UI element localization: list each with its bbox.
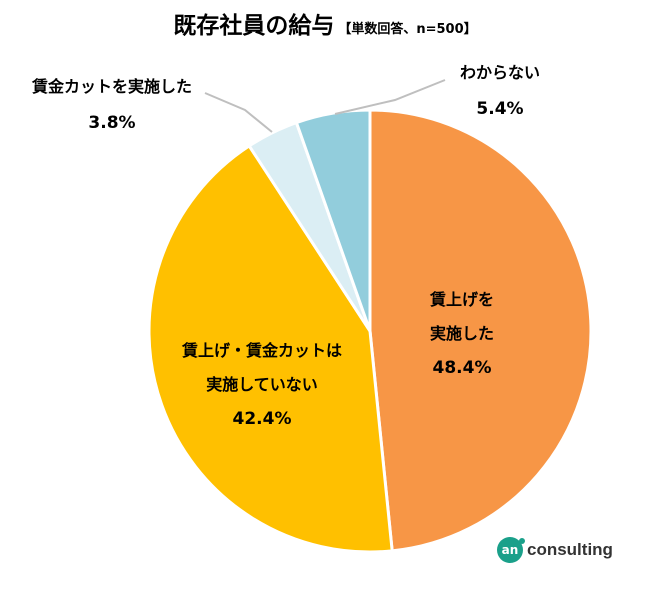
chart-title: 既存社員の給与 — [173, 13, 335, 39]
logo-text: consulting — [527, 540, 613, 559]
slice-label-1-line-1: 賃上げを — [429, 290, 494, 309]
chart-subtitle: 【単数回答、n=500】 — [338, 22, 477, 37]
slice-label-1-line-2: 実施した — [430, 324, 494, 343]
pie-slice-2 — [147, 143, 394, 554]
leader-line-4 — [334, 79, 446, 115]
slice-value-2: 42.4% — [233, 409, 292, 429]
brand-logo: an consulting — [497, 537, 613, 563]
slice-label-4-line-1: わからない — [460, 63, 540, 82]
slice-value-1: 48.4% — [433, 358, 492, 378]
chart-title-row: 既存社員の給与 【単数回答、n=500】 — [0, 6, 650, 40]
slice-value-4: 5.4% — [476, 99, 523, 119]
leader-line-3 — [204, 92, 273, 133]
pie-slice-1 — [368, 108, 593, 553]
logo-mark-icon: an — [497, 537, 525, 563]
slice-value-3: 3.8% — [88, 113, 135, 133]
slice-label-3-line-1: 賃金カットを実施した — [31, 77, 192, 96]
pie-slice-4 — [294, 108, 372, 332]
slice-label-2-line-1: 賃上げ・賃金カットは — [181, 341, 342, 360]
slice-label-2-line-2: 実施していない — [206, 375, 318, 394]
